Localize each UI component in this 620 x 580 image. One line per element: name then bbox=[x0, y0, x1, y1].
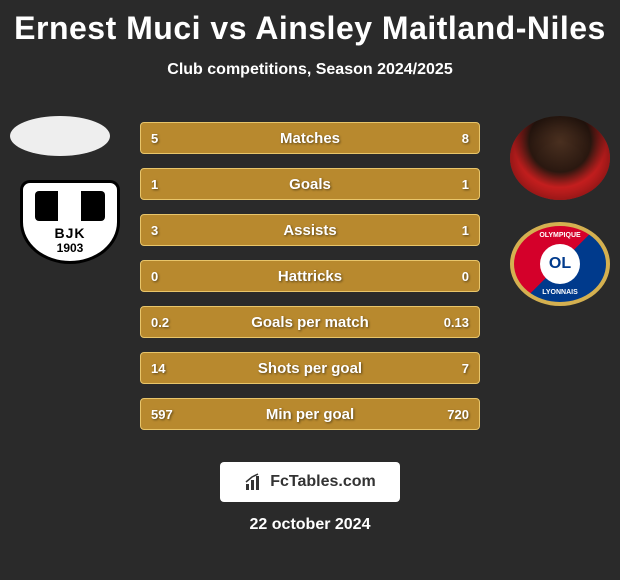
footer-date: 22 october 2024 bbox=[250, 516, 371, 534]
stat-left-value: 3 bbox=[151, 223, 158, 238]
chart-icon bbox=[244, 472, 264, 492]
page-title: Ernest Muci vs Ainsley Maitland-Niles bbox=[0, 0, 620, 47]
player-left-avatar bbox=[10, 116, 110, 156]
stat-right-value: 1 bbox=[462, 223, 469, 238]
stats-area: 5 Matches 8 1 Goals 1 3 Assists 1 0 Hatt… bbox=[140, 122, 480, 444]
stat-row: 0 Hattricks 0 bbox=[140, 260, 480, 292]
stat-right-value: 1 bbox=[462, 177, 469, 192]
stat-left-value: 5 bbox=[151, 131, 158, 146]
stat-right-value: 8 bbox=[462, 131, 469, 146]
comparison-card: Ernest Muci vs Ainsley Maitland-Niles Cl… bbox=[0, 0, 620, 580]
club-right-text-top: OLYMPIQUE bbox=[539, 232, 580, 239]
club-right-crest: OLYMPIQUE OL LYONNAIS bbox=[510, 222, 610, 306]
stat-left-value: 0 bbox=[151, 269, 158, 284]
stat-row: 5 Matches 8 bbox=[140, 122, 480, 154]
club-left-abbrev: BJK bbox=[54, 225, 85, 241]
stat-label: Matches bbox=[280, 130, 340, 147]
stat-row: 3 Assists 1 bbox=[140, 214, 480, 246]
subtitle: Club competitions, Season 2024/2025 bbox=[0, 61, 620, 79]
player-right-avatar bbox=[510, 116, 610, 200]
stat-right-value: 0 bbox=[462, 269, 469, 284]
stat-right-value: 7 bbox=[462, 361, 469, 376]
stat-left-value: 14 bbox=[151, 361, 165, 376]
stat-label: Shots per goal bbox=[258, 360, 362, 377]
stat-row: 1 Goals 1 bbox=[140, 168, 480, 200]
stat-row: 0.2 Goals per match 0.13 bbox=[140, 306, 480, 338]
stat-label: Goals per match bbox=[251, 314, 369, 331]
stat-label: Assists bbox=[283, 222, 336, 239]
stat-left-value: 597 bbox=[151, 407, 173, 422]
stat-row: 597 Min per goal 720 bbox=[140, 398, 480, 430]
stat-row: 14 Shots per goal 7 bbox=[140, 352, 480, 384]
besiktas-crest: BJK 1903 bbox=[20, 180, 120, 264]
stat-right-value: 720 bbox=[447, 407, 469, 422]
stat-left-value: 0.2 bbox=[151, 315, 169, 330]
stat-left-value: 1 bbox=[151, 177, 158, 192]
club-left-crest: BJK 1903 bbox=[20, 180, 120, 264]
stat-right-value: 0.13 bbox=[444, 315, 469, 330]
club-right-text-bottom: LYONNAIS bbox=[542, 289, 578, 296]
footer-logo: FcTables.com bbox=[220, 462, 400, 502]
footer-logo-text: FcTables.com bbox=[270, 473, 376, 491]
lyon-crest: OLYMPIQUE OL LYONNAIS bbox=[510, 222, 610, 306]
club-left-year: 1903 bbox=[57, 241, 84, 255]
stat-label: Goals bbox=[289, 176, 331, 193]
club-right-abbrev: OL bbox=[540, 244, 580, 284]
stat-label: Min per goal bbox=[266, 406, 354, 423]
stat-label: Hattricks bbox=[278, 268, 342, 285]
